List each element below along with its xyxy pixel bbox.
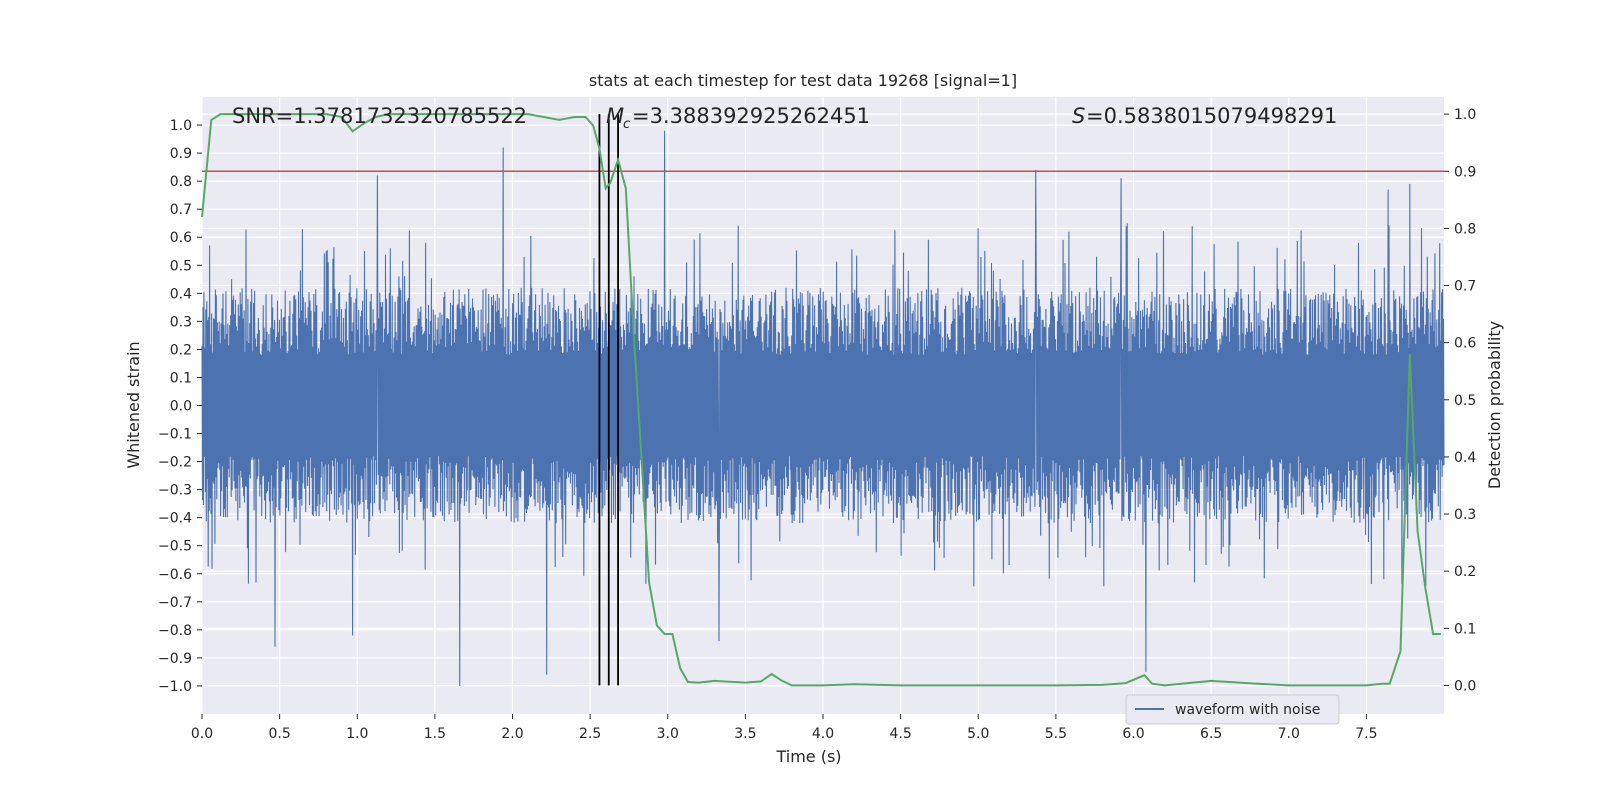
y-tick-label-left: 0.5 <box>170 258 192 274</box>
x-tick-label: 2.5 <box>579 726 601 742</box>
legend: waveform with noise <box>1125 694 1340 725</box>
mc-subscript: c <box>623 117 630 132</box>
y-tick-label-left: 0.1 <box>170 370 192 386</box>
y-tick-label-right: 0.3 <box>1454 507 1476 523</box>
y-axis-title-right: Detection probability <box>1485 321 1504 489</box>
y-tick-label-left: 0.8 <box>170 174 192 190</box>
chart-title: stats at each timestep for test data 192… <box>589 71 1017 90</box>
y-tick-label-left: −0.9 <box>158 651 192 667</box>
x-tick-label: 6.5 <box>1200 726 1222 742</box>
x-tick-label: 3.5 <box>734 726 756 742</box>
mc-annotation: M c =3.388392925262451 <box>606 104 870 132</box>
y-tick-label-right: 0.5 <box>1454 393 1476 409</box>
x-tick-label: 0.0 <box>191 726 213 742</box>
y-tick-label-right: 1.0 <box>1454 107 1476 123</box>
y-tick-label-left: −0.2 <box>158 455 192 471</box>
y-tick-label-left: −0.3 <box>158 483 192 499</box>
x-axis-title: Time (s) <box>775 747 841 766</box>
x-tick-label: 1.5 <box>424 726 446 742</box>
y-tick-label-left: −0.8 <box>158 623 192 639</box>
s-symbol: S <box>1072 104 1085 128</box>
y-tick-label-right: 0.9 <box>1454 164 1476 180</box>
y-tick-label-left: −0.1 <box>158 427 192 443</box>
y-tick-label-right: 0.7 <box>1454 279 1476 295</box>
y-tick-label-left: 0.7 <box>170 202 192 218</box>
y-tick-label-right: 0.4 <box>1454 450 1476 466</box>
x-tick-label: 3.0 <box>657 726 679 742</box>
s-annotation: S =0.5838015079498291 <box>1072 104 1337 128</box>
x-tick-label: 4.0 <box>812 726 834 742</box>
mc-value: =3.388392925262451 <box>632 104 870 128</box>
y-tick-label-left: 0.9 <box>170 146 192 162</box>
snr-annotation: SNR=1.3781732320785522 <box>232 104 527 128</box>
y-tick-label-left: 0.6 <box>170 230 192 246</box>
y-tick-label-right: 0.6 <box>1454 336 1476 352</box>
y-tick-label-left: 0.0 <box>170 399 192 415</box>
y-axis-title-left: Whitened strain <box>124 341 143 468</box>
x-tick-label: 1.0 <box>346 726 368 742</box>
y-tick-label-right: 0.8 <box>1454 221 1476 237</box>
x-tick-label: 6.0 <box>1122 726 1144 742</box>
x-tick-label: 5.0 <box>967 726 989 742</box>
y-tick-label-right: 0.2 <box>1454 564 1476 580</box>
x-tick-label: 2.0 <box>501 726 523 742</box>
x-tick-label: 7.5 <box>1355 726 1377 742</box>
y-tick-label-left: −0.6 <box>158 567 192 583</box>
y-tick-label-left: −0.7 <box>158 595 192 611</box>
y-tick-label-left: 0.4 <box>170 286 192 302</box>
s-value: =0.5838015079498291 <box>1086 104 1337 128</box>
mc-symbol: M <box>606 104 624 128</box>
legend-box <box>1125 694 1340 725</box>
y-tick-label-left: −1.0 <box>158 679 192 695</box>
x-tick-label: 5.5 <box>1045 726 1067 742</box>
y-tick-label-right: 0.1 <box>1454 621 1476 637</box>
y-tick-label-right: 0.0 <box>1454 678 1476 694</box>
y-tick-label-left: −0.5 <box>158 539 192 555</box>
series-waveform-with-noise <box>201 130 1445 687</box>
y-tick-label-left: 0.3 <box>170 314 192 330</box>
x-tick-label: 4.5 <box>889 726 911 742</box>
y-tick-label-left: 0.2 <box>170 342 192 358</box>
y-tick-label-left: 1.0 <box>170 118 192 134</box>
series-detection-probability <box>201 113 1441 687</box>
legend-label-waveform: waveform with noise <box>1175 702 1320 718</box>
y-tick-label-left: −0.4 <box>158 511 192 527</box>
x-tick-label: 0.5 <box>268 726 290 742</box>
x-tick-label: 7.0 <box>1278 726 1300 742</box>
